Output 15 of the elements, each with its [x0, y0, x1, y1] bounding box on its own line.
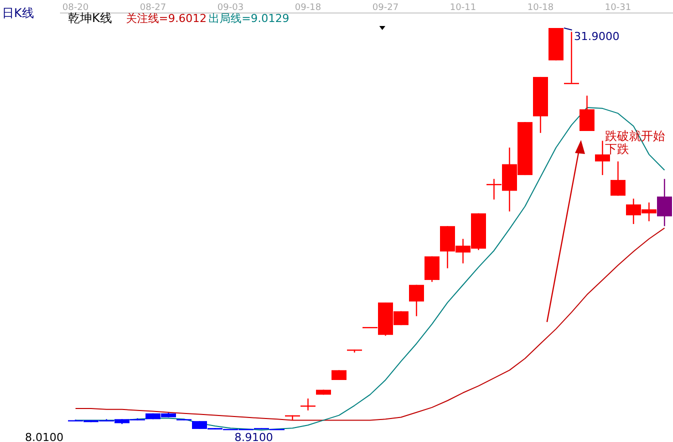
- chart-subtitle: 乾坤K线: [68, 11, 112, 25]
- x-tick-label: 10-31: [604, 3, 632, 13]
- x-tick-label: 09-27: [372, 3, 399, 13]
- x-tick-label: 09-18: [294, 3, 322, 13]
- x-tick-label: 10-18: [527, 3, 554, 13]
- annotation: 31.9000: [574, 30, 620, 43]
- x-tick-label: 08-27: [140, 3, 166, 13]
- text: 8.0100: [25, 431, 64, 442]
- text: 8.9100: [234, 431, 273, 442]
- chart-title: 日K线: [2, 6, 34, 20]
- text: 出局线=9.0129: [208, 12, 290, 25]
- x-tick-label: 10-11: [450, 3, 476, 13]
- text: 关注线=9.6012: [126, 12, 207, 25]
- x-tick-label: 08-20: [62, 3, 89, 13]
- x-tick-label: 09-03: [217, 3, 244, 13]
